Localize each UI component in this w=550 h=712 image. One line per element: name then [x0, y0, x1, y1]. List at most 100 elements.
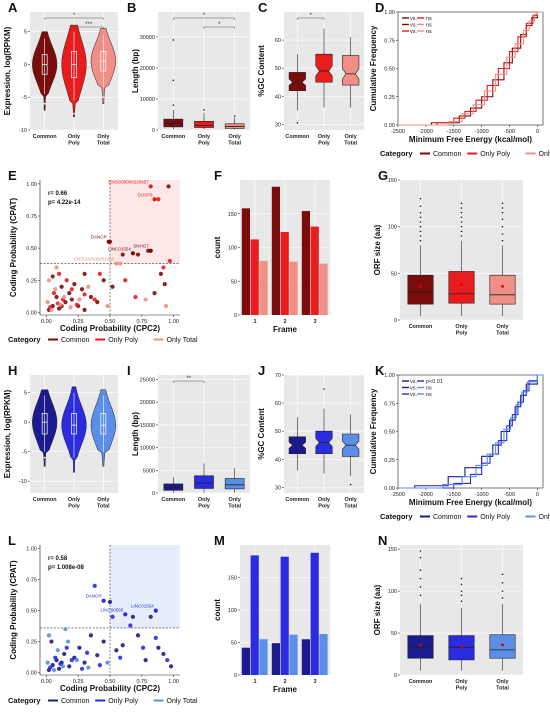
box-outlier [419, 197, 422, 200]
scatter-point [62, 294, 67, 300]
legend-label: Only Total [539, 514, 550, 521]
x-tick-label: 0.75 [136, 679, 147, 685]
x-axis-title: Frame [273, 325, 298, 334]
legend-pvalue: ns [426, 22, 432, 28]
box-outlier [501, 218, 504, 220]
x-category-label: Only [229, 134, 242, 140]
legend-label: Only Poly [480, 514, 510, 521]
significance-bracket [73, 26, 104, 29]
y-tick-label: 0.75 [384, 38, 395, 44]
scatter-point [45, 660, 50, 665]
y-tick-label: 15000 [140, 423, 155, 429]
bar [241, 647, 250, 675]
box-outlier [501, 590, 504, 592]
scatter-point [74, 658, 80, 663]
scatter-point [63, 627, 68, 632]
scatter-point [48, 665, 53, 670]
scatter-point [167, 258, 172, 264]
y-tick-label: 40 [275, 94, 281, 100]
scatter-point [118, 655, 123, 660]
bar [289, 634, 298, 675]
bar [259, 639, 268, 675]
box-outlier [460, 221, 463, 223]
bar [301, 639, 310, 675]
x-category-label: Only [198, 497, 211, 503]
y-tick-label: 60 [275, 401, 281, 407]
box [163, 483, 184, 491]
scatter-point [53, 287, 58, 292]
x-category-label: Only [496, 324, 509, 330]
y-tick-label: 0.75 [26, 578, 37, 584]
scatter-point [92, 583, 97, 588]
violin-inner-box [41, 413, 48, 435]
x-tick-label: 0.00 [41, 319, 52, 325]
y-tick-label: 0 [24, 420, 27, 426]
plot-background [397, 374, 544, 489]
x-category-label: Common [161, 134, 185, 140]
panel-letter-N: N [378, 533, 387, 548]
legend-vs: vs. [410, 29, 418, 35]
significance-bracket [203, 26, 235, 29]
gene-label: DANCR [91, 235, 108, 240]
scatter-point [69, 658, 74, 663]
violin-outlier [43, 456, 46, 459]
box-outlier [460, 211, 463, 214]
scatter-point [97, 662, 102, 668]
x-tick-label: -500 [504, 492, 515, 498]
scatter-point [49, 639, 54, 644]
y-tick-label: 0 [152, 491, 155, 497]
bar [250, 555, 259, 675]
legend-label: Only Total [167, 337, 198, 344]
x-category-label: 1 [253, 319, 256, 325]
scatter-point [50, 274, 55, 279]
labelled-point [114, 261, 119, 266]
violin-outlier [43, 115, 46, 118]
box-outlier [419, 594, 422, 597]
y-tick-label: 0 [152, 128, 155, 134]
y-axis-title: Expression, log(RPKM) [3, 389, 12, 478]
x-tick-label: -1500 [447, 492, 461, 498]
y-tick-label: 0.50 [26, 609, 37, 615]
scatter-point [161, 651, 166, 657]
scatter-point [74, 302, 80, 307]
x-tick-label: 0.50 [105, 319, 116, 325]
comparison-legend: vs. p<0.01 vs. ns vs. ns [402, 379, 443, 398]
legend-label: Common [61, 698, 90, 705]
y-tick-label: 0.50 [26, 246, 37, 252]
x-axis-title: Coding Probability (CPC2) [60, 684, 160, 693]
box [407, 274, 434, 305]
box-outlier [501, 239, 504, 242]
scatter-point [46, 278, 52, 283]
box [448, 271, 475, 304]
x-tick-label: 1.00 [168, 319, 179, 325]
scatter-point [88, 294, 94, 300]
y-tick-label: 10000 [140, 97, 155, 103]
scatter-point [82, 307, 87, 312]
x-axis-title: Frame [273, 685, 298, 694]
x-category-label: Only [345, 497, 358, 503]
x-category-label: 3 [313, 679, 316, 685]
x-category-label: Only [198, 134, 211, 140]
y-tick-label: 1.00 [384, 373, 395, 379]
legend-pvalue: p<0.01 [426, 379, 443, 385]
bar [310, 226, 319, 315]
box-outlier [419, 205, 422, 207]
scatter-point [64, 645, 69, 650]
y-axis-title: Coding Probability (CPAT) [9, 198, 18, 298]
box [489, 274, 516, 305]
scatter-point [143, 658, 148, 663]
y-tick-label: 20000 [140, 400, 155, 406]
y-axis-title: count [213, 599, 222, 621]
scatter-point [54, 265, 59, 270]
scatter-point [51, 667, 57, 673]
scatter-point [166, 184, 171, 189]
y-tick-label: 0 [234, 313, 237, 319]
legend-label: Common [433, 514, 462, 521]
panel-M: 0 50 100 150 count 1 2 3 Frame [213, 545, 330, 694]
y-tick-label: 0.00 [26, 671, 37, 677]
x-category-label: Only [68, 497, 81, 503]
bar [271, 186, 280, 315]
y-axis-title: Cumulative Frequency [369, 25, 378, 111]
legend-pvalue: ns [426, 16, 432, 22]
panel-letter-H: H [8, 363, 17, 378]
